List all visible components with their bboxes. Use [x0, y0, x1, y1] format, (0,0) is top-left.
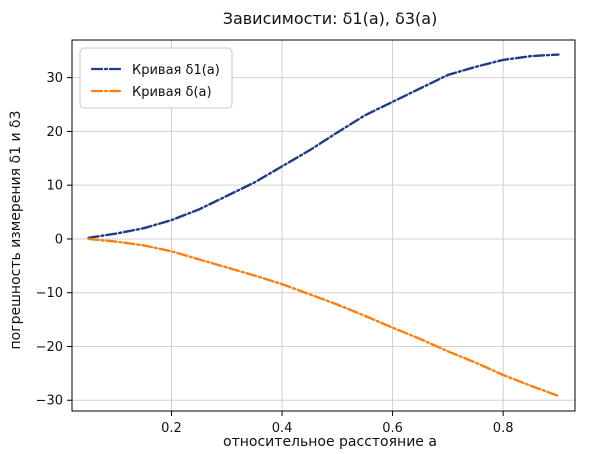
chart-title: Зависимости: δ1(a), δ3(a): [223, 9, 438, 28]
legend-label-delta: Кривая δ(a): [132, 85, 212, 100]
x-tick-label: 0.2: [161, 421, 182, 436]
y-tick-label: −20: [36, 340, 63, 355]
y-tick-label: −30: [36, 394, 63, 409]
tick-labels: 0.2 0.4 0.6 0.8 30 20 10 0 −10 −20 −30: [36, 71, 514, 436]
y-tick-label: 10: [46, 179, 63, 194]
x-tick-label: 0.4: [272, 421, 293, 436]
y-axis-label: погрешность измерения δ1 и δ3: [8, 111, 24, 350]
series-lines: [87, 53, 560, 398]
series-line-delta1: [87, 53, 560, 240]
legend-label-delta1: Кривая δ1(a): [132, 63, 220, 78]
x-tick-label: 0.8: [493, 421, 514, 436]
legend-box: [79, 47, 233, 109]
axes: [67, 39, 576, 416]
legend: Кривая δ1(a) Кривая δ(a): [79, 47, 233, 109]
y-tick-label: −10: [36, 286, 63, 301]
y-tick-label: 30: [46, 71, 63, 86]
y-tick-label: 20: [46, 125, 63, 140]
plot-frame: [71, 39, 576, 412]
x-tick-label: 0.6: [382, 421, 403, 436]
series-line-delta: [87, 237, 560, 398]
y-tick-label: 0: [55, 232, 63, 247]
x-axis-label: относительное расстояние a: [223, 434, 437, 450]
